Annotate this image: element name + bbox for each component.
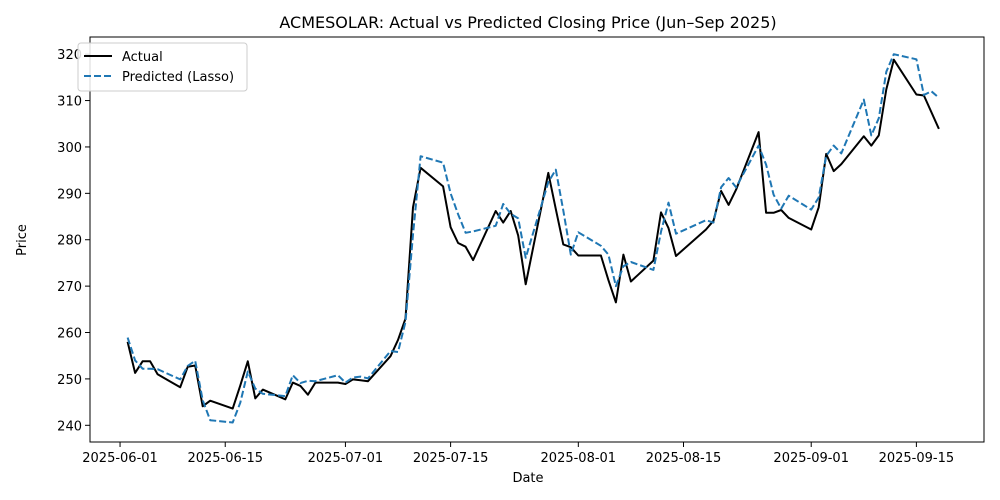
- y-tick-label: 270: [57, 280, 82, 295]
- legend-box: [77, 42, 248, 92]
- y-tick-label: 290: [57, 187, 82, 202]
- x-axis: 2025-06-01 2025-06-15 2025-07-01 2025-07-15…: [82, 442, 954, 466]
- x-tick-label: 2025-08-01: [541, 451, 617, 466]
- x-tick-label: 2025-08-15: [646, 451, 722, 466]
- y-axis-label: Price: [15, 224, 30, 256]
- y-tick-label: 260: [57, 327, 82, 342]
- legend: Actual Predicted (Lasso): [77, 42, 248, 92]
- chart-title: ACMESOLAR: Actual vs Predicted Closing P…: [279, 13, 776, 32]
- y-axis: 240 250 260 270 280 290 300 310 320: [57, 48, 90, 434]
- plot-frame: [89, 36, 985, 443]
- x-tick-label: 2025-07-15: [413, 451, 489, 466]
- y-tick-label: 310: [57, 95, 82, 110]
- legend-label-predicted: Predicted (Lasso): [122, 70, 234, 85]
- y-tick-label: 320: [57, 48, 82, 63]
- series-line-predicted: [126, 53, 940, 424]
- y-tick-label: 250: [57, 373, 82, 388]
- series-line-actual: [126, 58, 940, 410]
- x-tick-label: 2025-06-15: [187, 451, 263, 466]
- series-layer: [126, 53, 940, 424]
- y-tick-label: 280: [57, 234, 82, 249]
- x-tick-label: 2025-07-01: [308, 451, 384, 466]
- x-axis-label: Date: [512, 471, 543, 486]
- legend-label-actual: Actual: [122, 50, 163, 65]
- x-tick-label: 2025-09-15: [879, 451, 955, 466]
- x-tick-label: 2025-09-01: [773, 451, 849, 466]
- y-tick-label: 240: [57, 419, 82, 434]
- y-tick-label: 300: [57, 141, 82, 156]
- x-tick-label: 2025-06-01: [82, 451, 158, 466]
